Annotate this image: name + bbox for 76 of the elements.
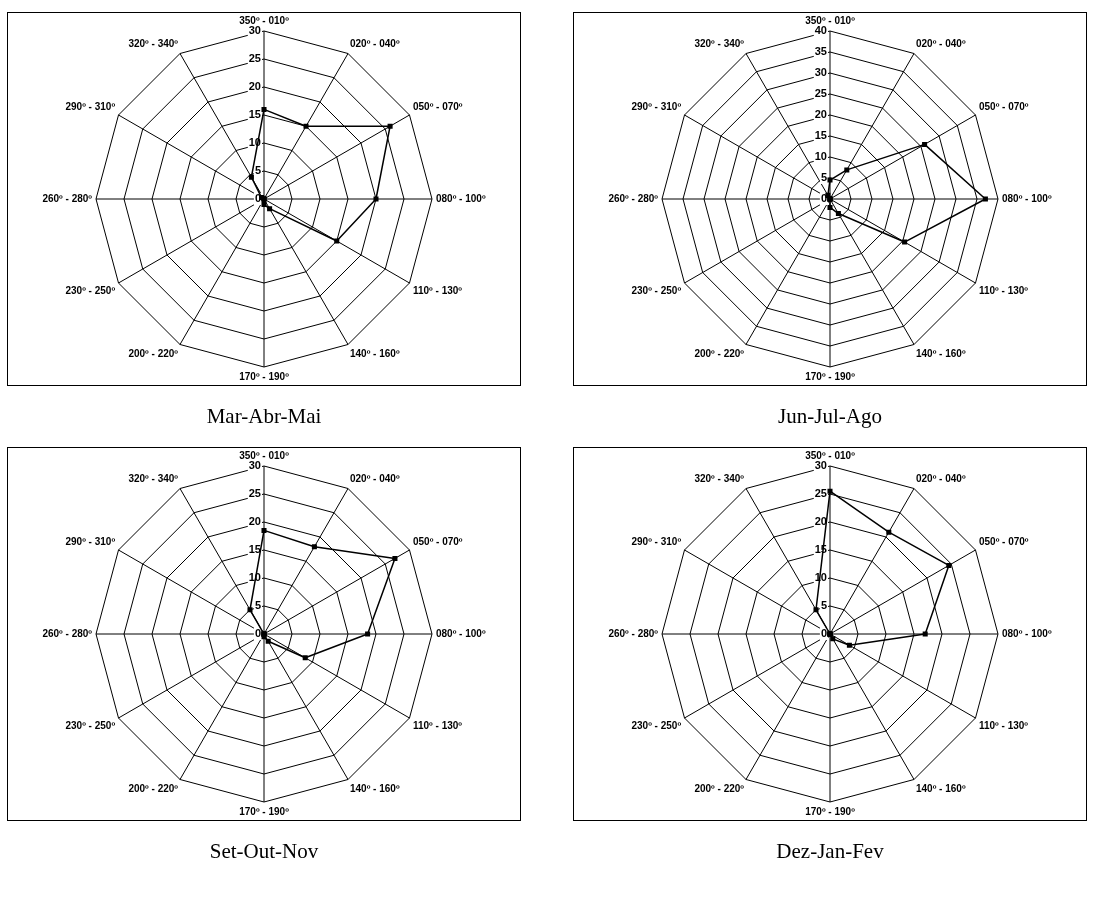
y-tick-label: 5 xyxy=(820,171,827,184)
spoke-label: 110º - 130º xyxy=(978,284,1029,296)
text: Set-Out-Nov xyxy=(208,839,320,864)
spoke-label: 140º - 160º xyxy=(916,347,966,359)
y-tick-label: 15 xyxy=(814,129,827,142)
spoke-label: 230º - 250º xyxy=(631,284,682,296)
y-tick-label: 10 xyxy=(814,150,827,163)
spoke-label: 230º - 250º xyxy=(631,719,682,731)
spoke-label: 020º - 040º xyxy=(916,472,966,484)
y-tick-label: 30 xyxy=(248,459,261,472)
spoke-label: 320º - 340º xyxy=(128,37,179,49)
spoke-label: 170º - 190º xyxy=(805,370,856,382)
y-tick-label: 30 xyxy=(248,24,261,37)
y-tick-label: 25 xyxy=(814,87,827,100)
spoke-label: 050º - 070º xyxy=(978,100,1029,112)
y-tick-label: 30 xyxy=(814,459,827,472)
spoke-label: 350º - 010º xyxy=(239,14,290,26)
spoke-label: 350º - 010º xyxy=(239,449,290,461)
spoke-label: 050º - 070º xyxy=(978,535,1029,547)
spoke-label: 230º - 250º xyxy=(65,719,116,731)
spoke-label: 170º - 190º xyxy=(239,805,290,817)
spoke-label: 200º - 220º xyxy=(694,347,745,359)
spoke-label: 200º - 220º xyxy=(694,782,745,794)
y-tick-label: 0 xyxy=(254,627,261,640)
spoke-label: 290º - 310º xyxy=(65,100,116,112)
spoke-label: 320º - 340º xyxy=(694,472,745,484)
spoke-label: 110º - 130º xyxy=(412,284,463,296)
y-tick-label: 5 xyxy=(820,599,827,612)
spoke-label: 020º - 040º xyxy=(350,472,400,484)
spoke-label: 350º - 010º xyxy=(805,14,856,26)
y-tick-label: 20 xyxy=(814,108,827,121)
y-tick-label: 35 xyxy=(814,45,827,58)
spoke-label: 050º - 070º xyxy=(412,535,463,547)
spoke-label: 320º - 340º xyxy=(694,37,745,49)
spoke-label: 080º - 100º xyxy=(436,192,486,204)
y-tick-label: 25 xyxy=(248,52,261,65)
spoke-label: 080º - 100º xyxy=(1002,627,1052,639)
spoke-label: 260º - 280º xyxy=(608,627,659,639)
y-tick-label: 20 xyxy=(248,515,261,528)
spoke-label: 110º - 130º xyxy=(978,719,1029,731)
spoke-label: 290º - 310º xyxy=(65,535,116,547)
text: Jun-Jul-Ago xyxy=(777,404,883,429)
text: Mar-Abr-Mai xyxy=(205,404,323,429)
y-tick-label: 40 xyxy=(814,24,827,37)
spoke-label: 260º - 280º xyxy=(608,192,659,204)
spoke-label: 170º - 190º xyxy=(805,805,856,817)
spoke-label: 200º - 220º xyxy=(128,782,179,794)
y-tick-label: 20 xyxy=(814,515,827,528)
spoke-label: 290º - 310º xyxy=(631,535,682,547)
spoke-label: 050º - 070º xyxy=(412,100,463,112)
spoke-label: 260º - 280º xyxy=(42,627,93,639)
spoke-label: 260º - 280º xyxy=(42,192,93,204)
spoke-label: 170º - 190º xyxy=(239,370,290,382)
y-tick-label: 5 xyxy=(254,164,261,177)
y-tick-label: 0 xyxy=(820,627,827,640)
y-tick-label: 15 xyxy=(248,543,261,556)
y-tick-label: 30 xyxy=(814,66,827,79)
spoke-label: 290º - 310º xyxy=(631,100,682,112)
y-tick-label: 15 xyxy=(248,108,261,121)
spoke-label: 020º - 040º xyxy=(916,37,966,49)
y-tick-label: 20 xyxy=(248,80,261,93)
spoke-label: 140º - 160º xyxy=(916,782,966,794)
spoke-label: 080º - 100º xyxy=(436,627,486,639)
spoke-label: 350º - 010º xyxy=(805,449,856,461)
y-tick-label: 25 xyxy=(814,487,827,500)
spoke-label: 200º - 220º xyxy=(128,347,179,359)
spoke-label: 320º - 340º xyxy=(128,472,179,484)
spoke-label: 230º - 250º xyxy=(65,284,116,296)
spoke-label: 140º - 160º xyxy=(350,347,400,359)
spoke-label: 020º - 040º xyxy=(350,37,400,49)
spoke-label: 140º - 160º xyxy=(350,782,400,794)
spoke-label: 110º - 130º xyxy=(412,719,463,731)
y-tick-label: 25 xyxy=(248,487,261,500)
y-tick-label: 5 xyxy=(254,599,261,612)
text: Dez-Jan-Fev xyxy=(775,839,885,864)
spoke-label: 080º - 100º xyxy=(1002,192,1052,204)
